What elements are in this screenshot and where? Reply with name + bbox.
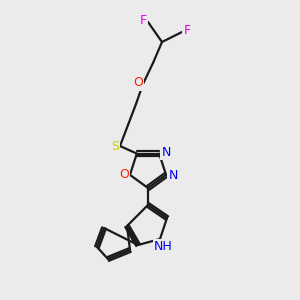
Text: N: N xyxy=(168,169,178,182)
Text: F: F xyxy=(183,25,190,38)
Text: O: O xyxy=(133,76,143,89)
Text: N: N xyxy=(161,146,171,159)
Text: O: O xyxy=(119,168,129,182)
Text: F: F xyxy=(140,14,147,26)
Text: S: S xyxy=(111,140,119,152)
Text: NH: NH xyxy=(154,239,172,253)
